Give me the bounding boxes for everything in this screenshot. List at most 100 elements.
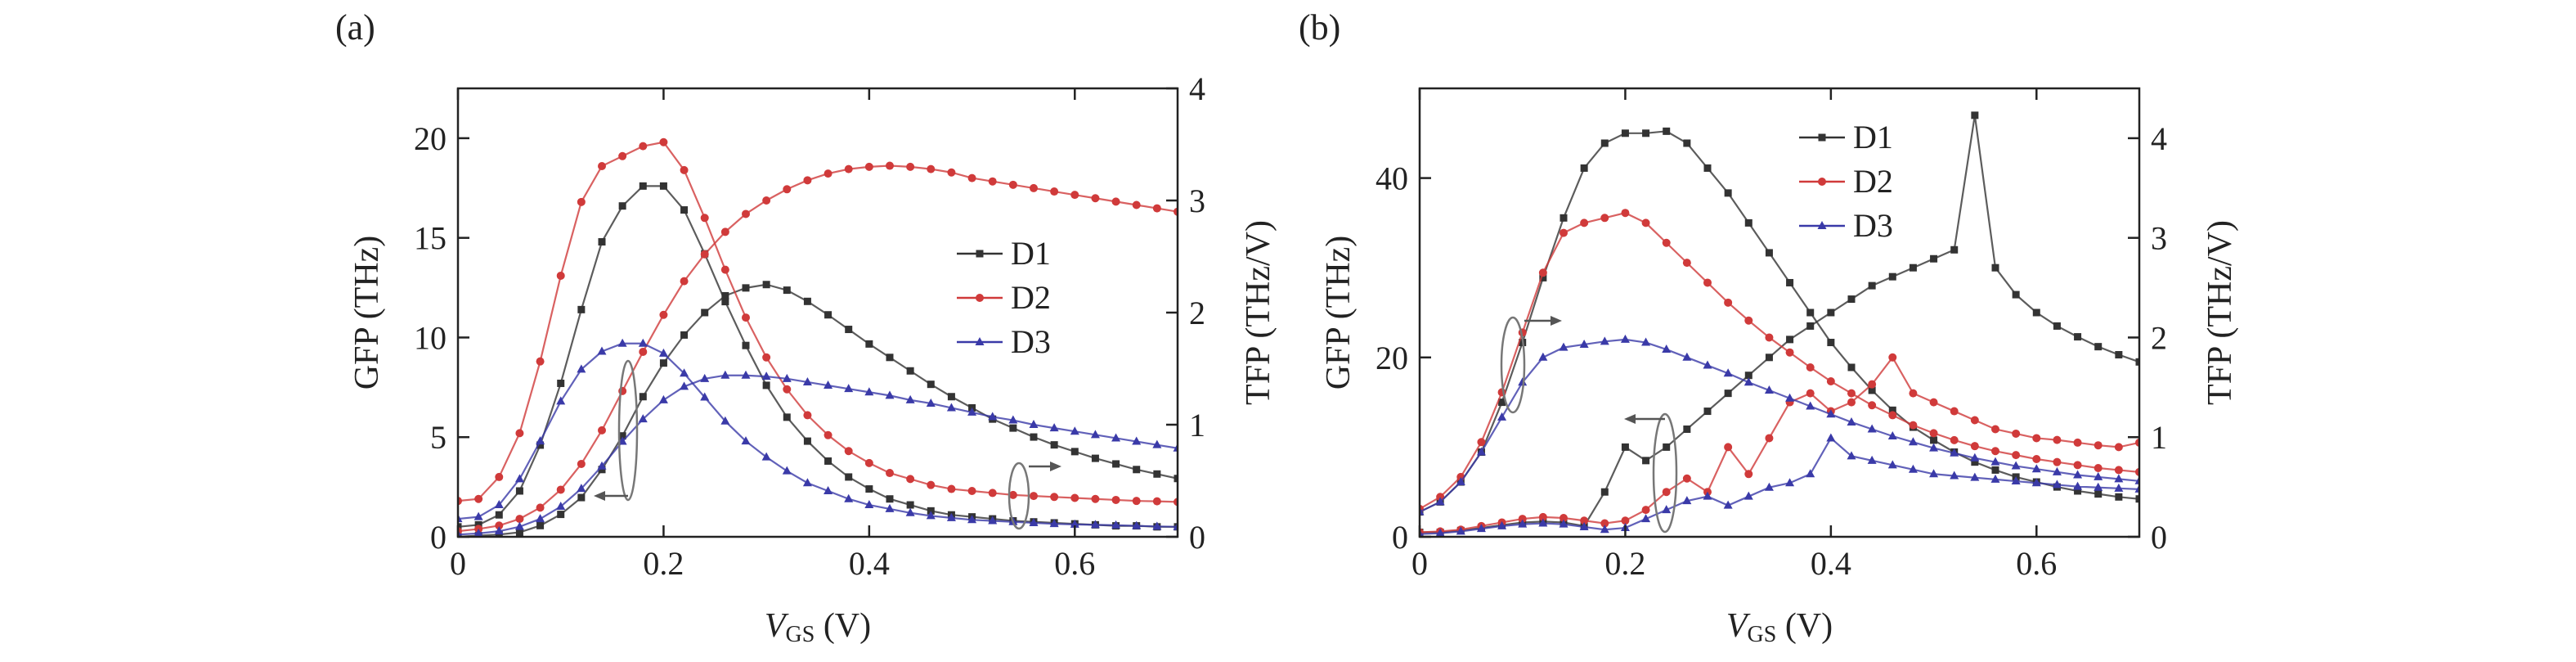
- data-point: [864, 458, 873, 467]
- data-point: [1111, 433, 1121, 442]
- data-point: [598, 466, 606, 474]
- panel-a-left-axis-marker-ellipse: [617, 359, 639, 502]
- data-point: [2032, 308, 2040, 317]
- data-point: [1683, 139, 1691, 147]
- series-line: [458, 342, 1178, 528]
- panel-b-y2-tick-label: 3: [2151, 220, 2167, 257]
- data-point: [1786, 336, 1794, 344]
- data-point: [1173, 443, 1178, 452]
- data-point: [803, 176, 812, 185]
- panel-b-y2label: TFP (THz/V): [2201, 220, 2239, 405]
- data-point: [845, 473, 853, 481]
- data-point: [783, 185, 792, 194]
- panel-b-y2-tick-label: 4: [2151, 120, 2167, 157]
- data-point: [536, 436, 545, 445]
- data-point: [2053, 322, 2061, 330]
- data-point: [1641, 514, 1651, 523]
- data-point: [824, 457, 832, 465]
- data-point: [1724, 189, 1732, 197]
- data-point: [1991, 263, 1999, 272]
- data-point: [946, 403, 956, 412]
- panel-b-y-tick-label: 40: [1376, 160, 1408, 197]
- data-point: [1765, 354, 1773, 362]
- data-point: [1621, 129, 1629, 137]
- data-point: [886, 495, 894, 503]
- data-point: [1806, 401, 1815, 410]
- data-point: [946, 512, 956, 521]
- data-point: [1132, 497, 1141, 506]
- data-point: [824, 485, 833, 494]
- panel-a-frame: [456, 87, 1179, 538]
- data-point: [1744, 316, 1753, 325]
- panel-b-left-axis-marker-ellipse: [1652, 412, 1678, 534]
- data-point: [927, 164, 936, 173]
- data-point: [1703, 408, 1712, 416]
- data-point: [1111, 495, 1120, 504]
- data-point: [1518, 519, 1528, 528]
- data-point: [1642, 457, 1650, 465]
- data-point: [783, 385, 792, 394]
- data-point: [1764, 482, 1774, 491]
- data-point: [474, 520, 482, 529]
- data-point: [1420, 507, 1425, 516]
- data-point: [1621, 209, 1630, 218]
- data-point: [2094, 490, 2103, 498]
- data-point: [783, 413, 791, 421]
- data-point: [1642, 129, 1650, 137]
- data-point: [1090, 430, 1100, 439]
- data-point: [1785, 393, 1795, 402]
- data-point: [1868, 380, 1877, 389]
- data-point: [2032, 434, 2041, 443]
- panel-b-x-tick-label: 0: [1411, 545, 1428, 582]
- series-line: [458, 141, 1178, 503]
- data-point: [1560, 513, 1568, 522]
- data-point: [2031, 464, 2041, 473]
- data-point: [1663, 443, 1671, 451]
- data-point: [2053, 435, 2062, 444]
- data-point: [1806, 363, 1815, 372]
- panel-a-y-tick-label: 20: [414, 120, 447, 157]
- data-point: [1580, 516, 1589, 525]
- legend-swatch-marker: [1817, 221, 1827, 229]
- data-point: [577, 493, 586, 502]
- data-point: [720, 227, 729, 236]
- data-point: [514, 474, 524, 483]
- data-point: [1950, 245, 1959, 254]
- data-point: [1070, 519, 1079, 528]
- data-point: [700, 373, 710, 382]
- data-point: [577, 305, 586, 313]
- data-point: [1868, 386, 1876, 394]
- data-point: [577, 197, 586, 206]
- data-point: [1132, 520, 1142, 529]
- data-point: [967, 407, 977, 416]
- data-point: [659, 182, 667, 190]
- data-point: [639, 347, 648, 356]
- data-point: [967, 515, 977, 524]
- data-point: [1070, 448, 1079, 456]
- data-point: [761, 372, 771, 381]
- data-point: [700, 250, 709, 259]
- legend-entry-d2: D2: [1799, 163, 1893, 200]
- data-point: [1887, 460, 1897, 469]
- data-point: [557, 379, 565, 387]
- data-point: [1030, 492, 1038, 501]
- data-point: [618, 202, 626, 210]
- data-point: [1621, 443, 1629, 451]
- data-point: [1641, 337, 1651, 346]
- data-point: [1579, 521, 1589, 530]
- panel-a-series-d3-left: [458, 338, 1178, 530]
- panel-b-y2-tick-label: 2: [2151, 319, 2167, 356]
- data-point: [803, 437, 811, 445]
- data-point: [1744, 377, 1753, 386]
- data-point: [1970, 442, 1979, 451]
- data-point: [515, 487, 523, 495]
- data-point: [927, 507, 935, 515]
- data-point: [659, 137, 668, 146]
- data-point: [1662, 345, 1672, 354]
- panel-a-y-tick-label: 15: [414, 220, 447, 257]
- data-point: [474, 494, 483, 503]
- data-point: [864, 162, 873, 171]
- data-point: [639, 182, 647, 190]
- legend-entry-d3: D3: [1799, 207, 1893, 244]
